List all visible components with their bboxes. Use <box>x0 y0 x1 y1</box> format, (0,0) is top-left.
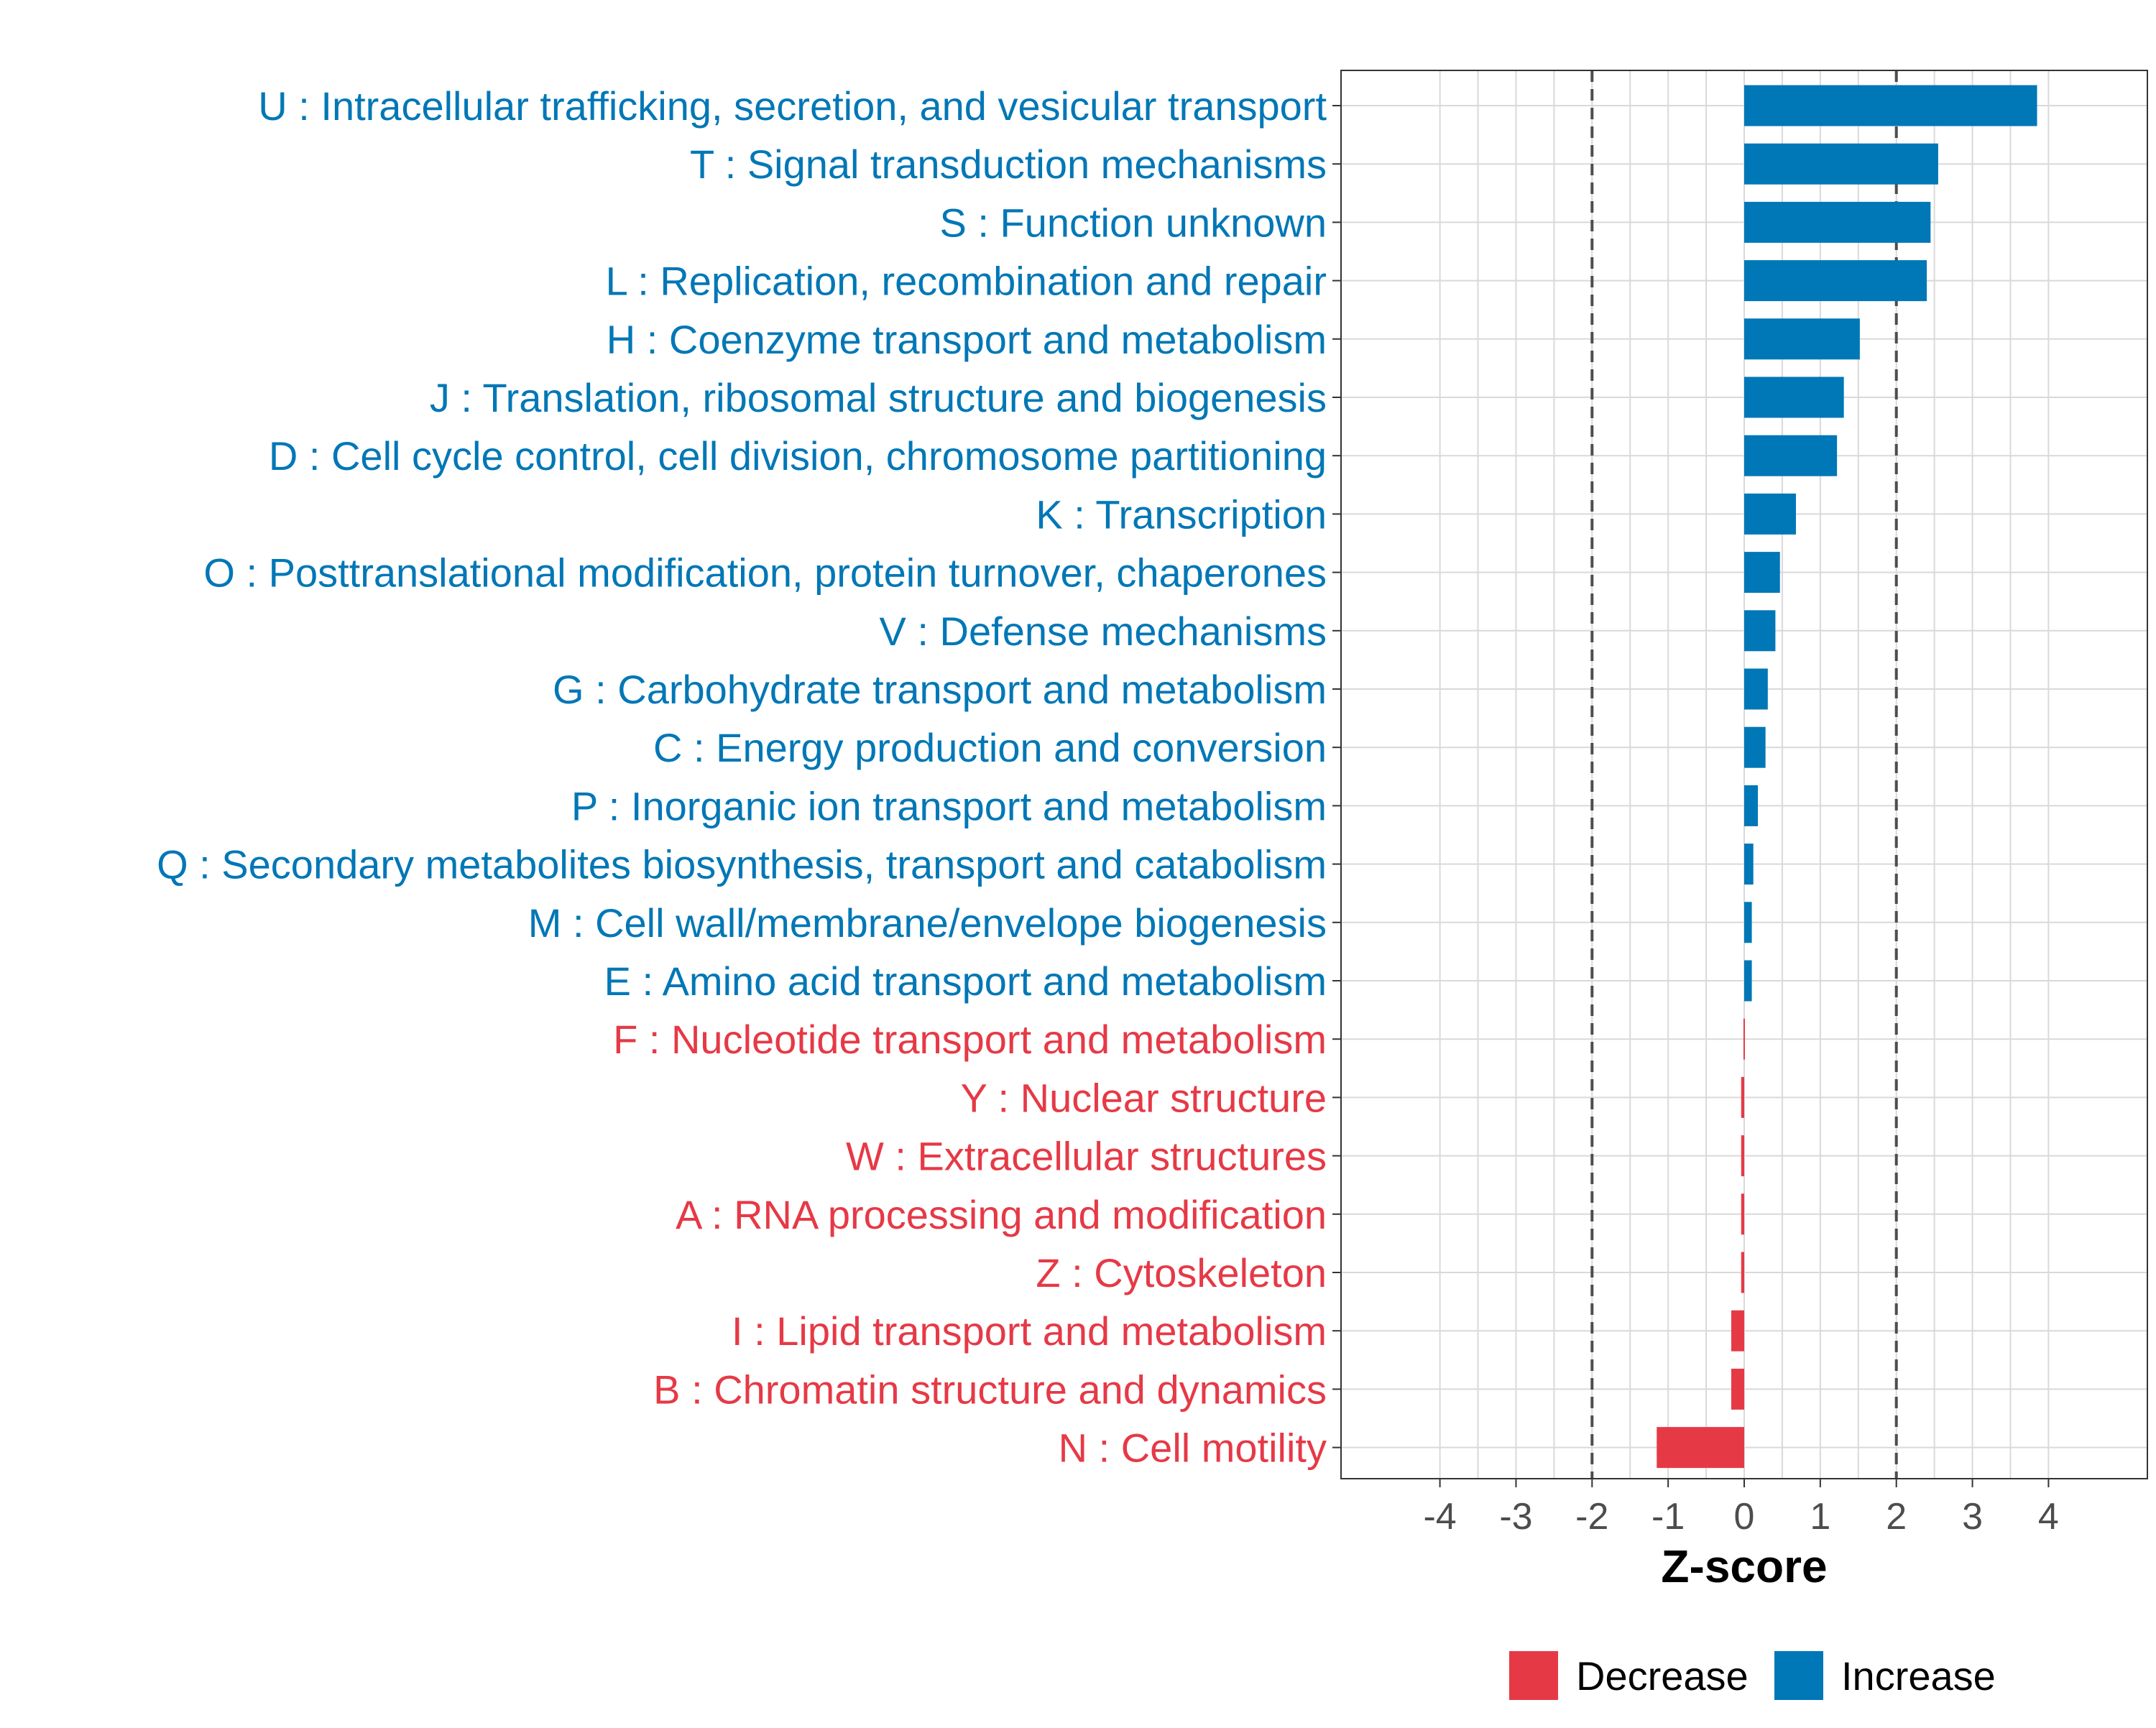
bar-d <box>1744 435 1838 476</box>
bar-p <box>1744 785 1759 826</box>
x-tick-label: 1 <box>1810 1496 1830 1538</box>
x-tick-label: -4 <box>1423 1496 1456 1538</box>
bar-u <box>1744 85 2037 126</box>
bar-z <box>1741 1252 1744 1293</box>
category-label: C : Energy production and conversion <box>653 725 1327 770</box>
bars <box>1657 85 2037 1469</box>
category-label: Z : Cytoskeleton <box>1036 1250 1327 1295</box>
bar-g <box>1744 668 1768 710</box>
bar-o <box>1744 552 1780 593</box>
bar-k <box>1744 493 1796 535</box>
category-label: U : Intracellular trafficking, secretion… <box>258 83 1327 129</box>
category-label: Y : Nuclear structure <box>961 1075 1327 1120</box>
category-label: B : Chromatin structure and dynamics <box>653 1367 1327 1412</box>
legend: Decrease Increase <box>1509 1651 1996 1700</box>
bar-e <box>1744 960 1752 1002</box>
x-tick-label: -2 <box>1575 1496 1608 1538</box>
category-label: E : Amino acid transport and metabolism <box>604 958 1327 1004</box>
x-tick-label: 3 <box>1962 1496 1983 1538</box>
bar-b <box>1731 1368 1744 1410</box>
x-tick-label: -3 <box>1499 1496 1532 1538</box>
legend-swatch-decrease <box>1509 1651 1558 1700</box>
category-label: G : Carbohydrate transport and metabolis… <box>553 667 1327 712</box>
bar-q <box>1744 844 1754 885</box>
category-label: T : Signal transduction mechanisms <box>690 142 1327 187</box>
category-label: J : Translation, ribosomal structure and… <box>430 375 1327 420</box>
bar-h <box>1744 318 1860 360</box>
category-label: L : Replication, recombination and repai… <box>606 259 1327 304</box>
category-label: S : Function unknown <box>939 200 1327 245</box>
category-label: N : Cell motility <box>1059 1426 1327 1471</box>
category-label: H : Coenzyme transport and metabolism <box>607 317 1327 362</box>
legend-label-increase: Increase <box>1841 1653 1996 1699</box>
x-tick-label: 0 <box>1734 1496 1755 1538</box>
bar-i <box>1731 1310 1744 1352</box>
category-label: W : Extracellular structures <box>846 1134 1327 1179</box>
bar-m <box>1744 902 1752 943</box>
bar-t <box>1744 143 1938 185</box>
y-axis: U : Intracellular trafficking, secretion… <box>157 83 1341 1471</box>
category-label: P : Inorganic ion transport and metaboli… <box>571 783 1327 828</box>
x-tick-label: 4 <box>2038 1496 2059 1538</box>
category-label: M : Cell wall/membrane/envelope biogenes… <box>528 900 1327 946</box>
bar-y <box>1741 1076 1744 1118</box>
bar-v <box>1744 610 1776 652</box>
category-label: D : Cell cycle control, cell division, c… <box>269 433 1327 479</box>
bar-a <box>1741 1193 1744 1235</box>
category-label: K : Transcription <box>1036 491 1327 537</box>
bar-n <box>1657 1427 1744 1469</box>
category-label: O : Posttranslational modification, prot… <box>203 550 1327 596</box>
category-label: A : RNA processing and modification <box>676 1192 1327 1237</box>
bar-j <box>1744 376 1844 418</box>
bar-l <box>1744 260 1927 302</box>
legend-label-decrease: Decrease <box>1576 1653 1749 1699</box>
category-label: V : Defense mechanisms <box>880 609 1327 654</box>
x-tick-label: 2 <box>1886 1496 1907 1538</box>
category-label: Q : Secondary metabolites biosynthesis, … <box>157 842 1327 887</box>
bar-w <box>1741 1135 1744 1177</box>
bar-f <box>1743 1018 1745 1060</box>
category-label: F : Nucleotide transport and metabolism <box>613 1017 1327 1062</box>
bar-s <box>1744 201 1931 243</box>
category-label: I : Lipid transport and metabolism <box>732 1308 1327 1354</box>
reference-lines <box>1590 70 1898 1479</box>
x-axis: -4 -3 -2 -1 0 1 2 3 4 <box>1423 1479 2059 1538</box>
bar-c <box>1744 726 1766 768</box>
x-tick-label: -1 <box>1651 1496 1685 1538</box>
legend-swatch-increase <box>1774 1651 1823 1700</box>
x-axis-title: Z-score <box>1661 1540 1827 1592</box>
